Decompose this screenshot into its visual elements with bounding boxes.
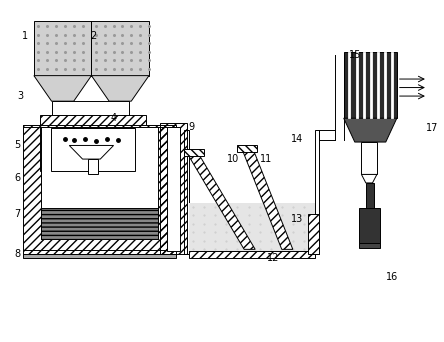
Text: 11: 11 xyxy=(260,154,272,164)
Polygon shape xyxy=(238,145,258,152)
Text: 14: 14 xyxy=(291,134,303,144)
Bar xyxy=(40,115,146,129)
Bar xyxy=(40,127,158,239)
Bar xyxy=(40,129,51,171)
Polygon shape xyxy=(186,152,255,249)
Polygon shape xyxy=(361,174,377,183)
Bar xyxy=(160,123,186,254)
Text: 4: 4 xyxy=(111,113,117,123)
Text: 3: 3 xyxy=(18,91,24,101)
Bar xyxy=(23,254,175,258)
Bar xyxy=(40,209,158,239)
Bar xyxy=(366,183,374,209)
Bar xyxy=(359,242,381,248)
Bar xyxy=(23,250,175,254)
Bar xyxy=(359,209,381,242)
Bar xyxy=(189,251,315,258)
Text: 13: 13 xyxy=(291,214,303,224)
Bar xyxy=(23,125,175,127)
Bar xyxy=(51,129,135,171)
Bar xyxy=(52,101,129,115)
Polygon shape xyxy=(34,76,91,101)
Text: 2: 2 xyxy=(91,31,97,41)
Bar xyxy=(88,159,98,174)
Text: 5: 5 xyxy=(14,141,20,150)
Text: 10: 10 xyxy=(227,154,239,164)
Bar xyxy=(91,21,149,76)
Bar xyxy=(189,203,315,251)
Text: 9: 9 xyxy=(188,122,194,132)
Polygon shape xyxy=(91,76,149,101)
Text: 16: 16 xyxy=(386,272,399,281)
Polygon shape xyxy=(344,118,397,142)
Text: 12: 12 xyxy=(267,253,279,263)
Bar xyxy=(51,129,135,171)
Text: 8: 8 xyxy=(15,249,20,260)
Text: 17: 17 xyxy=(426,123,438,133)
Text: 7: 7 xyxy=(14,209,20,219)
Bar xyxy=(135,129,146,171)
Text: 15: 15 xyxy=(349,50,361,60)
Bar xyxy=(166,127,180,251)
Polygon shape xyxy=(184,130,319,254)
Polygon shape xyxy=(242,149,293,249)
Polygon shape xyxy=(69,145,114,159)
Bar xyxy=(34,21,91,76)
Text: 1: 1 xyxy=(22,31,28,41)
Bar xyxy=(361,142,377,174)
Text: 6: 6 xyxy=(15,173,20,183)
Bar xyxy=(308,213,319,254)
Bar xyxy=(23,125,175,251)
Polygon shape xyxy=(184,149,204,156)
Bar xyxy=(344,52,397,118)
